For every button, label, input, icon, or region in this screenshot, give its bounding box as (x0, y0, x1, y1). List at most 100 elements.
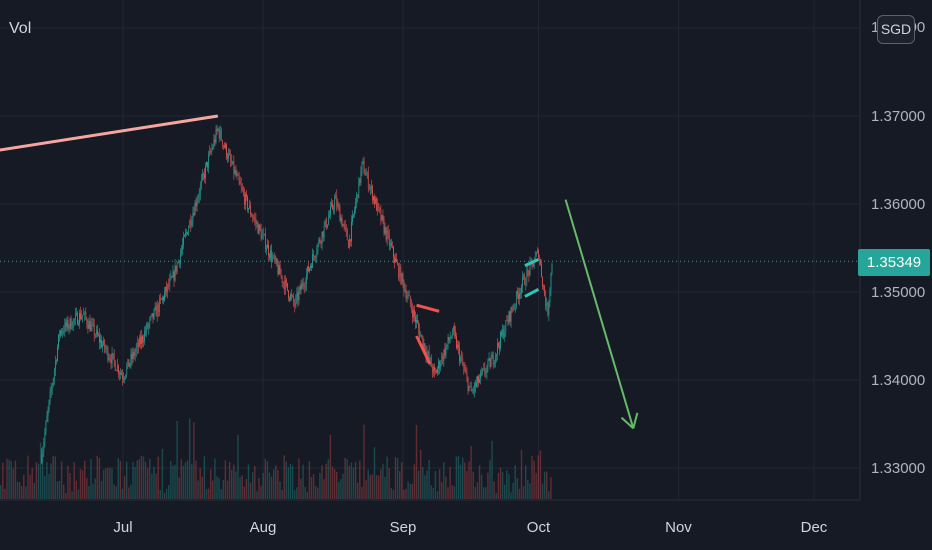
volume-bar (520, 449, 523, 499)
volume-bar (289, 463, 292, 499)
candle-body (215, 129, 217, 143)
x-tick-label: Aug (250, 519, 277, 536)
candle-body (543, 285, 544, 287)
volume-bar (352, 467, 355, 499)
candle-body (82, 314, 84, 317)
volume-bar (281, 489, 283, 499)
candle-body (330, 206, 331, 215)
volume-bar (529, 483, 531, 499)
volume-bar (132, 462, 134, 499)
volume-bar (451, 484, 453, 499)
candle-body (506, 320, 508, 321)
candle-body (145, 331, 147, 333)
volume-bar (224, 460, 227, 499)
candle-body (198, 194, 200, 197)
candle-body (135, 347, 137, 352)
candle-body (168, 284, 170, 287)
trendline (0, 114, 219, 152)
candle-body (419, 328, 421, 337)
candle-body (437, 368, 438, 374)
volume-bar (275, 465, 277, 499)
candle-body (294, 302, 296, 307)
volume-bar (21, 485, 23, 499)
candle-body (393, 246, 394, 258)
volume-bar (470, 446, 472, 499)
volume-bar (193, 422, 195, 499)
volume-bar (210, 469, 212, 499)
volume-bar (128, 487, 130, 499)
candle-body (267, 244, 268, 249)
candle-body (239, 181, 241, 185)
candle-body (231, 160, 233, 165)
candle-body (80, 312, 81, 320)
candle-body (343, 224, 345, 226)
volume-bar (84, 460, 86, 499)
volume-bar (247, 464, 250, 499)
candle-body (539, 259, 540, 261)
forecast-arrow-line (564, 199, 635, 429)
candle-body (199, 184, 201, 195)
time-axis[interactable]: Jul Aug Sep Oct Nov Dec (113, 519, 827, 536)
candle-body (191, 221, 193, 226)
volume-bar (241, 475, 243, 499)
volume-bar (403, 489, 405, 499)
candle-body (488, 358, 490, 360)
candle-body (421, 334, 423, 336)
volume-bar (199, 468, 201, 499)
volume-bar (508, 473, 510, 499)
volume-bar (411, 483, 413, 499)
candle-body (113, 354, 115, 361)
candle-body (397, 262, 399, 265)
volume-bar (264, 458, 266, 499)
candle-body (253, 218, 255, 219)
candle-body (366, 172, 368, 175)
candle-body (433, 366, 434, 373)
candle-body (233, 161, 235, 174)
volume-bar (25, 486, 27, 499)
candle-body (423, 343, 425, 347)
candle-body (210, 150, 212, 152)
volume-bar (79, 469, 82, 499)
candle-body (508, 311, 510, 323)
candle-body (410, 304, 412, 310)
candle-body (118, 365, 119, 374)
price-axis[interactable]: 1.37000 1.36000 1.35000 1.34000 1.33000 (871, 108, 925, 477)
volume-bar (367, 469, 369, 499)
volume-bar (130, 484, 132, 499)
candle-body (392, 246, 393, 248)
candle-body (56, 360, 57, 362)
volume-bar (23, 474, 25, 499)
candle-body (536, 250, 538, 253)
candle-body (435, 370, 436, 372)
volume-bar (249, 482, 252, 499)
volume-bar (33, 482, 35, 499)
candle-body (313, 254, 315, 257)
candle-body (257, 223, 259, 234)
candle-body (296, 292, 298, 298)
candle-body (440, 364, 442, 369)
volume-bar (527, 479, 529, 499)
volume-indicator-label[interactable]: Vol (9, 20, 32, 37)
candle-body (363, 161, 365, 174)
volume-bar (407, 481, 409, 499)
candle-body (157, 304, 159, 313)
candle-body (520, 293, 521, 294)
candle-body (142, 336, 143, 342)
currency-badge[interactable]: SGD (877, 15, 915, 44)
volume-bar (239, 477, 241, 499)
candle-body (449, 338, 451, 341)
candle-body (357, 194, 359, 199)
candle-body (203, 173, 204, 175)
volume-bar (39, 442, 42, 499)
candle-body (45, 421, 47, 433)
volume-bar (52, 455, 54, 499)
candle-body (376, 198, 378, 211)
volume-bar (283, 455, 285, 499)
candle-body (158, 298, 160, 313)
volume-bar (506, 470, 508, 499)
volume-bar (243, 486, 245, 499)
volume-bar (231, 469, 233, 499)
volume-bar (359, 460, 361, 499)
candle-body (514, 305, 516, 307)
